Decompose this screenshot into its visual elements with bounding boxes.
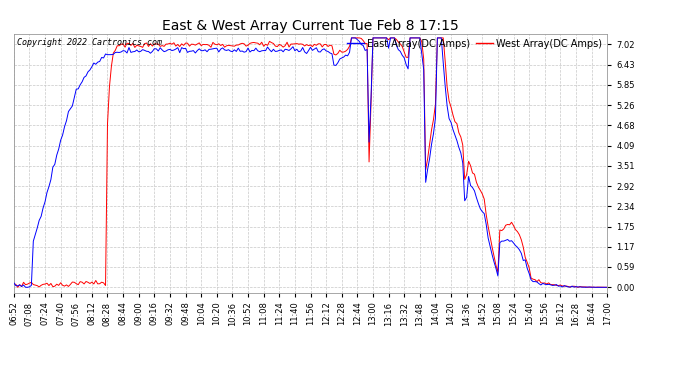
Legend: East Array(DC Amps), West Array(DC Amps): East Array(DC Amps), West Array(DC Amps) — [346, 39, 602, 49]
Title: East & West Array Current Tue Feb 8 17:15: East & West Array Current Tue Feb 8 17:1… — [162, 19, 459, 33]
Text: Copyright 2022 Cartronics.com: Copyright 2022 Cartronics.com — [17, 38, 161, 46]
